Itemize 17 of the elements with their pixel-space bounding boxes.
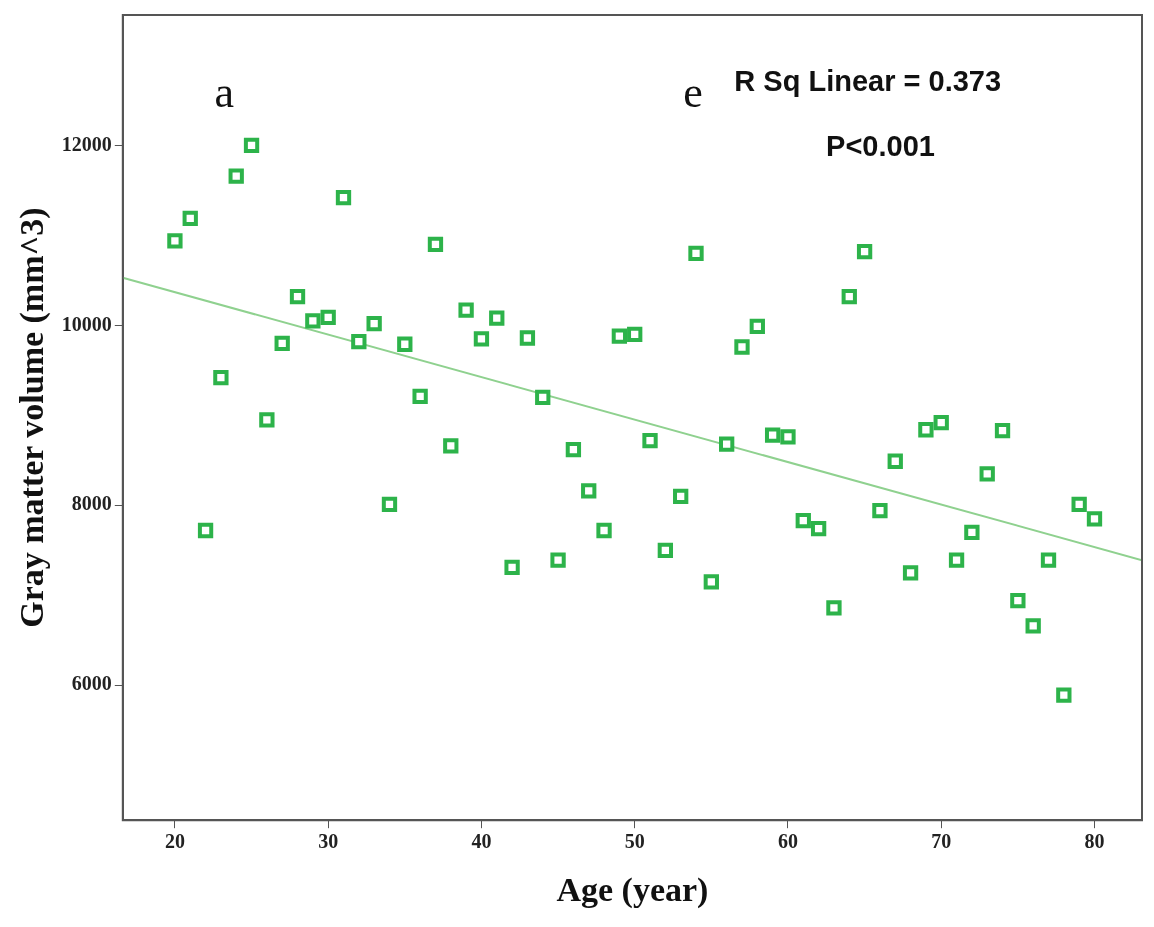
annotation: P<0.001 xyxy=(826,129,935,162)
x-tick-label: 20 xyxy=(164,830,185,853)
x-tick-label: 30 xyxy=(318,830,339,853)
x-tick-label: 40 xyxy=(471,830,492,853)
annotation: a xyxy=(214,68,235,118)
y-tick-label: 10000 xyxy=(61,312,112,335)
x-tick-label: 50 xyxy=(624,830,645,853)
x-tick-label: 60 xyxy=(777,830,798,853)
annotation: e xyxy=(683,68,703,118)
annotation: R Sq Linear = 0.373 xyxy=(734,65,1002,98)
x-tick-label: 80 xyxy=(1084,830,1105,853)
y-tick-label: 12000 xyxy=(61,132,112,155)
x-tick-label: 70 xyxy=(931,830,952,853)
y-tick-label: 6000 xyxy=(71,672,112,695)
x-axis-title: Age (year) xyxy=(556,871,709,910)
y-tick-label: 8000 xyxy=(71,492,112,515)
y-axis-title: Gray matter volume (mm^3) xyxy=(13,207,52,628)
